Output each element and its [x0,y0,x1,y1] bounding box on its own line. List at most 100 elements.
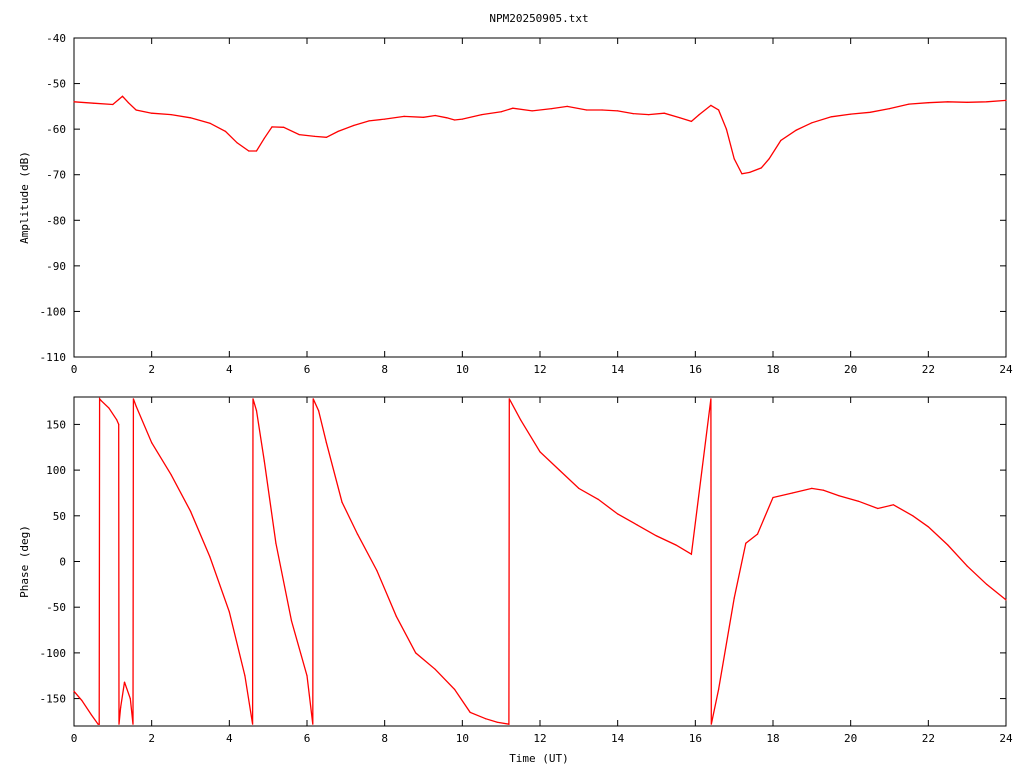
amplitude-data-point [850,113,852,115]
phase-data-point [318,410,320,412]
amplitude-data-point [92,102,94,104]
phase-data-point [120,707,122,709]
phase-data-point [496,721,498,723]
amplitude-panel: 0 2 4 6 8 10 12 14 16 18 20 22 24 -40-50-60-70-80-90… [18,32,1013,376]
phase-data-point [617,513,619,515]
phase-data-point [312,398,314,400]
amplitude-data-point [966,101,968,103]
phase-data-point [947,544,949,546]
amplitude-data-point [698,114,700,116]
phase-y-ticks: 150 100 50 0 -50 -100 -150 [40,418,1006,706]
amplitude-x-tick-label: 6 [304,363,311,376]
phase-x-tick-label: 6 [304,732,311,745]
amplitude-data-point [127,102,129,104]
amplitude-y-ticks: -40 -50 -60 -70 -80 -90 -100 -110 [40,32,1006,364]
amplitude-data-point [512,107,514,109]
phase-data-point [118,723,120,725]
amplitude-data-point [337,130,339,132]
amplitude-data-point [725,128,728,130]
phase-data-point [252,723,254,725]
phase-data-point [252,398,254,400]
amplitude-data-point [741,173,743,175]
amplitude-data-point [830,116,832,118]
amplitude-data-point [434,114,436,117]
phase-data-point [123,681,126,683]
amplitude-data-point [224,130,227,132]
amplitude-data-point [314,135,316,137]
phase-series-line [73,397,1007,725]
phase-data-point [263,460,265,462]
phase-x-tick-label: 10 [456,732,469,745]
amplitude-x-ticks: 0 2 4 6 8 10 12 14 16 18 20 22 24 [71,38,1013,376]
amplitude-data-point [551,108,553,110]
amplitude-data-point [679,117,681,119]
phase-data-point [81,699,83,702]
amplitude-data-point [718,109,720,111]
phase-data-point [892,504,895,506]
amplitude-data-point [947,101,949,103]
phase-data-point [877,507,879,510]
amplitude-data-point [795,129,797,131]
amplitude-y-axis-label: Amplitude (dB) [18,151,31,244]
phase-data-point [822,489,825,491]
phase-x-tick-label: 20 [844,732,857,745]
phase-data-point [312,723,314,725]
amplitude-data-point [271,126,273,128]
amplitude-x-tick-label: 10 [456,363,469,376]
phase-data-point [733,597,735,599]
phase-data-point [376,570,378,572]
phase-data-point [597,498,599,500]
phase-data-point [710,398,712,400]
amplitude-x-tick-label: 12 [533,363,546,376]
phase-x-tick-label: 12 [533,732,546,745]
phase-data-point [132,398,134,400]
amplitude-data-point [189,117,192,119]
phase-data-point [132,723,134,725]
amplitude-data-point [236,142,238,144]
amplitude-data-point [586,109,588,111]
amplitude-x-tick-label: 20 [844,363,857,376]
phase-data-point [97,723,99,725]
phase-data-point [118,423,120,425]
amplitude-y-tick-label: -50 [46,78,66,91]
phase-data-point [710,723,712,725]
amplitude-data-point [710,104,712,106]
phase-data-point [966,565,968,567]
phase-x-tick-label: 18 [766,732,779,745]
phase-y-tick-label: 50 [53,510,66,523]
amplitude-x-tick-label: 24 [999,363,1013,376]
amplitude-series-line [73,95,1007,175]
phase-x-tick-label: 2 [148,732,155,745]
phase-data-point [395,615,397,617]
phase-data-point [209,556,211,558]
phase-data-point [228,611,230,613]
amplitude-data-point [481,114,483,116]
phase-data-point [356,533,359,535]
amplitude-data-point [927,102,929,104]
phase-data-point [275,542,277,544]
phase-data-point [912,515,914,517]
phase-data-point [341,501,343,503]
phase-data-point [415,652,417,654]
amplitude-data-point [170,114,172,116]
phase-data-point [520,419,522,421]
amplitude-data-point [888,108,891,110]
phase-data-point [772,496,774,499]
amplitude-data-point [908,103,910,105]
amplitude-data-point [811,122,813,124]
phase-x-tick-label: 8 [381,732,388,745]
amplitude-y-tick-label: -70 [46,169,66,182]
amplitude-data-point [531,110,533,112]
phase-data-point [508,723,510,725]
phase-data-point [508,398,510,400]
amplitude-data-point [760,167,762,169]
amplitude-data-point [986,101,988,103]
amplitude-data-point [135,109,137,111]
amplitude-data-point [298,134,300,136]
phase-data-point [151,442,153,444]
phase-data-point [255,410,258,412]
time-x-axis-label: Time (UT) [509,752,569,765]
amplitude-data-point [384,118,386,120]
phase-data-point [434,668,436,670]
amplitude-data-point [112,103,114,106]
